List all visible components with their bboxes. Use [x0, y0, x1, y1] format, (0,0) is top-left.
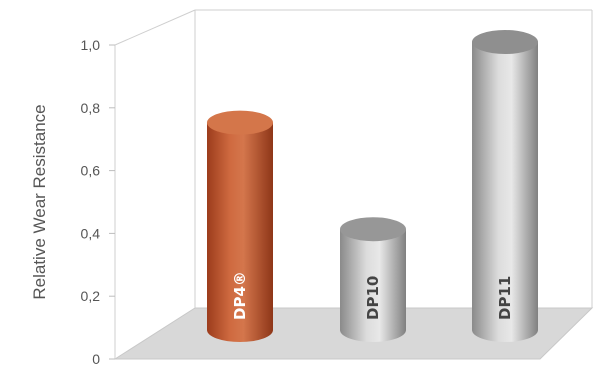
bar-top [472, 30, 538, 54]
y-tick-label: 0,4 [81, 225, 101, 241]
y-tick-label: 0,6 [81, 163, 101, 179]
y-axis-title: Relative Wear Resistance [30, 104, 49, 299]
bar-dp4: DP4® [207, 110, 273, 342]
bar-body [207, 122, 273, 342]
bar-label: DP4® [231, 271, 249, 320]
y-axis-ticks: 0 0,2 0,4 0,6 0,8 1,0 [81, 37, 115, 367]
y-tick-label: 0,2 [81, 288, 101, 304]
bars: DP4® DP10 DP11 [207, 30, 538, 342]
bar-dp10: DP10 [340, 217, 406, 342]
bar-top [340, 217, 406, 242]
bar-body [340, 229, 406, 342]
bar-label: DP10 [364, 276, 382, 320]
y-tick-label: 1,0 [81, 37, 101, 53]
bar-label: DP11 [496, 276, 514, 320]
bar-dp11: DP11 [472, 30, 538, 342]
side-wall-top-edge [114, 9, 196, 46]
y-tick-label: 0 [92, 351, 100, 367]
bar-body [472, 42, 538, 342]
bar-top [207, 110, 273, 135]
y-tick-label: 0,8 [81, 100, 101, 116]
